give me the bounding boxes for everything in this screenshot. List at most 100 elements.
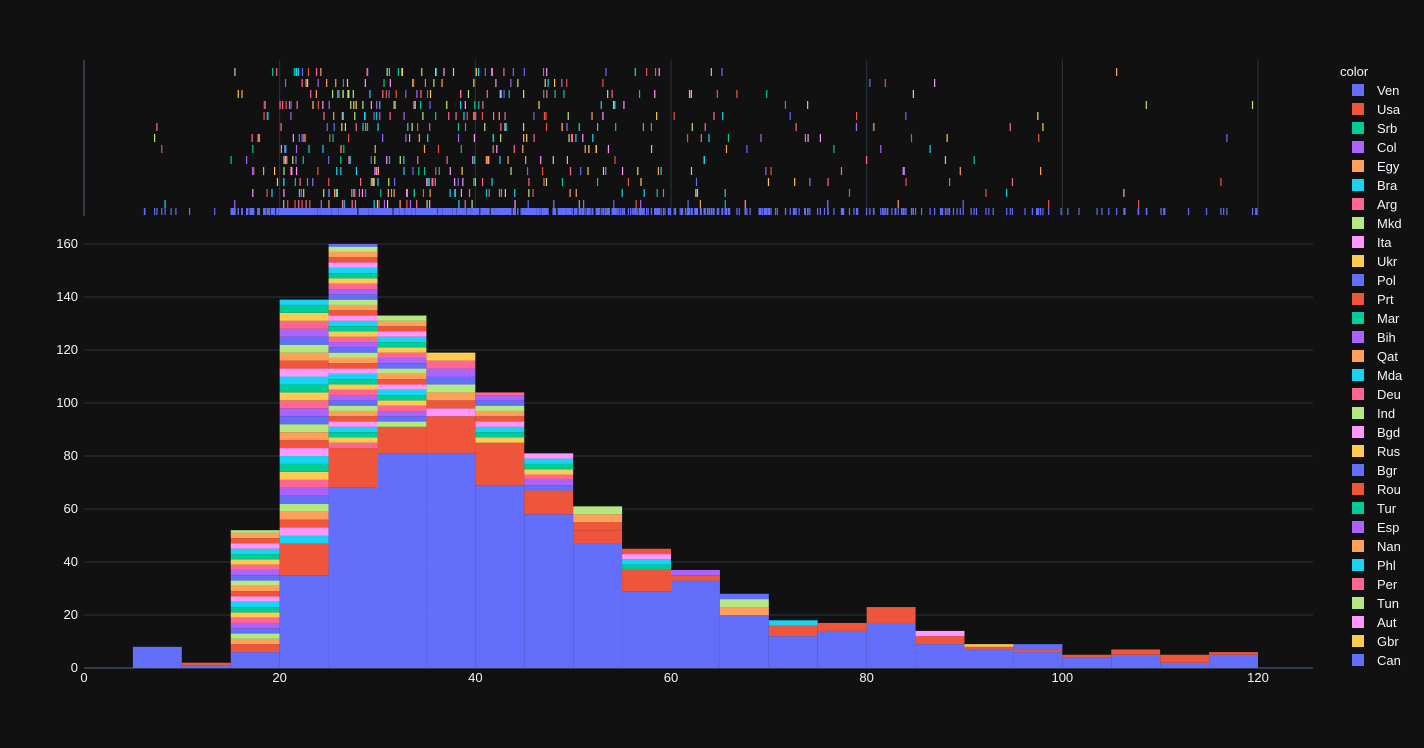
bar-segment[interactable] [377,331,427,337]
bar-segment[interactable] [524,479,574,486]
bar-segment[interactable] [230,638,280,645]
bar-segment[interactable] [768,620,818,626]
bar-segment[interactable] [230,569,280,576]
bar-segment[interactable] [328,384,378,390]
bar-segment[interactable] [524,514,574,668]
legend-item[interactable]: Rus [1352,444,1401,459]
bar-segment[interactable] [524,490,574,515]
bar-segment[interactable] [279,368,329,377]
bar-segment[interactable] [328,299,378,305]
bar-segment[interactable] [622,591,671,668]
bar-segment[interactable] [328,244,378,247]
bar-segment[interactable] [377,352,427,358]
bar-segment[interactable] [377,384,427,390]
legend-item[interactable]: Qat [1352,349,1398,364]
bar-segment[interactable] [132,646,182,668]
bar-segment[interactable] [964,646,1014,650]
bar-segment[interactable] [915,630,965,637]
bar-segment[interactable] [279,376,329,385]
bar-segment[interactable] [1111,649,1161,655]
bar-segment[interactable] [230,607,280,613]
bar-segment[interactable] [279,519,329,528]
bar-segment[interactable] [279,527,329,536]
legend-item[interactable]: Prt [1352,292,1394,307]
bar-segment[interactable] [328,336,378,343]
bar-segment[interactable] [279,448,329,456]
legend-item[interactable]: Phl [1352,558,1396,573]
bar-segment[interactable] [1013,649,1063,653]
bar-segment[interactable] [622,569,671,592]
bar-segment[interactable] [573,522,623,531]
bar-segment[interactable] [475,426,525,433]
bar-segment[interactable] [279,408,329,417]
bar-segment[interactable] [328,363,378,369]
bar-segment[interactable] [328,368,378,374]
bar-segment[interactable] [426,408,476,417]
bar-segment[interactable] [573,514,623,523]
bar-segment[interactable] [230,633,280,639]
bar-segment[interactable] [279,392,329,401]
bar-segment[interactable] [1062,654,1112,658]
bar-segment[interactable] [426,360,476,369]
bar-segment[interactable] [230,617,280,623]
bar-segment[interactable] [377,405,427,411]
bar-segment[interactable] [279,463,329,472]
bar-segment[interactable] [328,448,378,488]
bar-segment[interactable] [328,347,378,353]
bar-segment[interactable] [230,622,280,629]
bar-segment[interactable] [377,416,427,422]
bar-segment[interactable] [279,503,329,512]
legend-item[interactable]: Col [1352,140,1397,155]
bar-segment[interactable] [524,458,574,464]
bar-segment[interactable] [328,389,378,396]
bar-segment[interactable] [328,373,378,380]
bar-segment[interactable] [328,326,378,332]
legend-item[interactable]: Mkd [1352,216,1402,231]
bar-segment[interactable] [426,453,476,668]
bar-segment[interactable] [377,347,427,353]
bar-segment[interactable] [377,357,427,364]
bar-segment[interactable] [328,400,378,406]
bar-segment[interactable] [279,299,329,305]
bar-segment[interactable] [328,352,378,358]
bar-segment[interactable] [279,535,329,544]
bar-segment[interactable] [377,315,427,321]
bar-segment[interactable] [230,591,280,597]
bar-segment[interactable] [328,487,378,668]
bar-segment[interactable] [377,336,427,343]
bar-segment[interactable] [719,599,769,608]
bar-segment[interactable] [377,326,427,332]
bar-segment[interactable] [475,432,525,438]
bar-segment[interactable] [1013,652,1063,668]
bar-segment[interactable] [377,395,427,401]
bar-segment[interactable] [230,652,280,668]
bar-segment[interactable] [426,376,476,385]
bar-segment[interactable] [181,665,231,668]
bar-segment[interactable] [1111,654,1161,668]
bar-segment[interactable] [230,644,280,653]
bar-segment[interactable] [279,360,329,369]
bar-segment[interactable] [328,410,378,417]
bar-segment[interactable] [377,389,427,396]
bar-segment[interactable] [279,424,329,433]
legend-item[interactable]: Ind [1352,406,1395,421]
bar-segment[interactable] [230,538,280,544]
bar-segment[interactable] [230,580,280,586]
bar-segment[interactable] [573,530,623,544]
bar-segment[interactable] [1209,652,1258,655]
bar-segment[interactable] [230,543,280,549]
bar-segment[interactable] [964,644,1014,647]
bar-segment[interactable] [377,426,427,454]
bar-segment[interactable] [671,580,720,668]
bar-segment[interactable] [279,575,329,668]
bar-segment[interactable] [377,453,427,668]
legend-item[interactable]: Mda [1352,368,1403,383]
bar-segment[interactable] [279,487,329,496]
bar-segment[interactable] [328,421,378,427]
bar-segment[interactable] [328,331,378,337]
bar-segment[interactable] [230,585,280,592]
bar-segment[interactable] [768,636,818,668]
bar-segment[interactable] [524,469,574,475]
bar-segment[interactable] [622,554,671,560]
legend-item[interactable]: Bra [1352,178,1398,193]
